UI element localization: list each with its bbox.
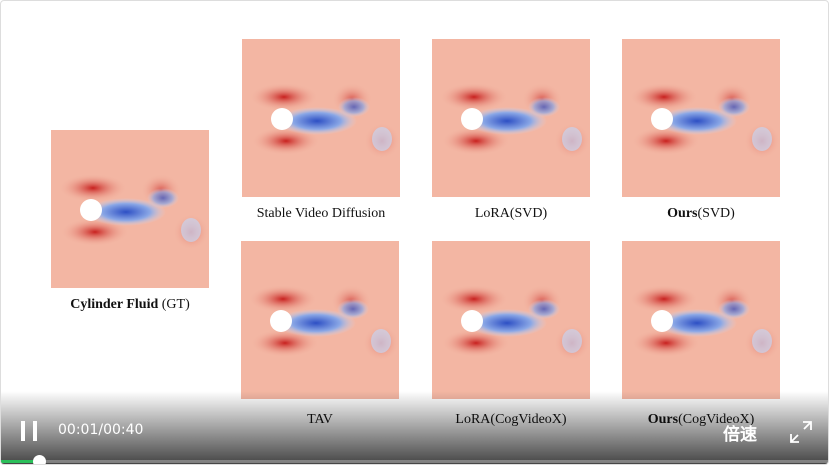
fluid-frame — [622, 241, 780, 399]
progress-knob[interactable] — [33, 455, 46, 464]
caption: Cylinder Fluid (GT) — [30, 297, 230, 313]
caption-part: (SVD) — [697, 206, 735, 221]
fluid-frame — [432, 241, 590, 399]
caption-part: Ours — [667, 206, 698, 221]
fluid-frame — [241, 241, 399, 399]
fluid-frame — [242, 39, 400, 197]
fullscreen-button[interactable] — [789, 420, 813, 444]
time-display: 00:01/00:40 — [58, 422, 144, 438]
caption-part: Stable Video Diffusion — [256, 206, 386, 221]
caption: Stable Video Diffusion — [221, 206, 421, 222]
caption: Ours(SVD) — [601, 206, 801, 222]
progress-track[interactable] — [1, 460, 828, 463]
caption-part: (GT) — [158, 297, 190, 312]
pause-button[interactable] — [19, 419, 41, 443]
fluid-frame — [622, 39, 780, 197]
progress-fill — [1, 460, 39, 463]
caption-part: Cylinder Fluid — [70, 297, 159, 312]
fluid-frame — [51, 130, 209, 288]
caption-part: LoRA(SVD) — [474, 206, 548, 221]
fluid-frame — [432, 39, 590, 197]
caption: LoRA(SVD) — [411, 206, 611, 222]
control-bar — [1, 391, 828, 464]
speed-button[interactable]: 倍速 — [723, 425, 757, 445]
